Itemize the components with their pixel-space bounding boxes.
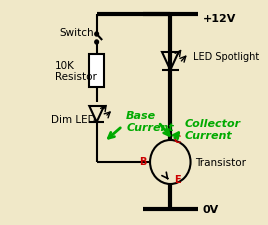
Circle shape xyxy=(95,41,99,45)
Text: Dim LED: Dim LED xyxy=(51,115,95,124)
Circle shape xyxy=(95,33,99,37)
Circle shape xyxy=(150,140,191,184)
Text: Base
Current: Base Current xyxy=(126,111,174,132)
Text: 0V: 0V xyxy=(203,204,219,214)
Bar xyxy=(89,55,104,88)
Text: Transistor: Transistor xyxy=(195,157,246,167)
Text: +12V: +12V xyxy=(203,14,236,24)
Text: Switch: Switch xyxy=(60,28,94,38)
Text: C: C xyxy=(174,134,181,144)
Text: 10K
Resistor: 10K Resistor xyxy=(55,61,97,82)
Text: E: E xyxy=(174,174,181,184)
Text: LED Spotlight: LED Spotlight xyxy=(193,52,260,62)
Text: Collector
Current: Collector Current xyxy=(184,119,240,140)
Text: B: B xyxy=(139,156,146,166)
